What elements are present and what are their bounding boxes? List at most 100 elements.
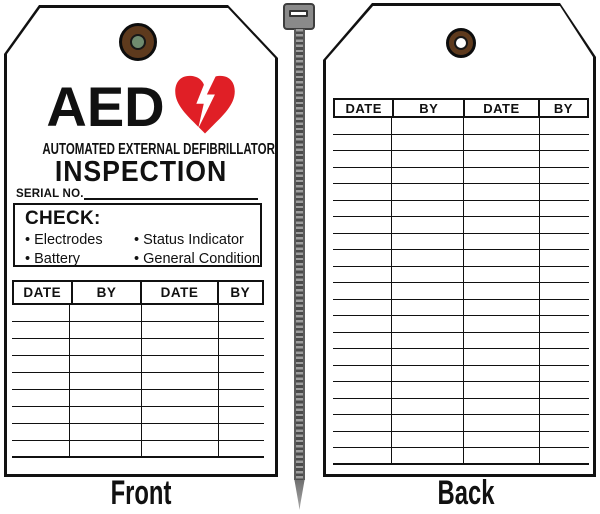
table-cell bbox=[391, 431, 463, 447]
table-cell bbox=[391, 250, 463, 266]
table-cell bbox=[539, 349, 589, 365]
table-cell bbox=[333, 366, 391, 382]
table-cell bbox=[140, 339, 218, 355]
serial-row: SERIAL NO. bbox=[16, 188, 258, 200]
table-cell bbox=[333, 184, 391, 200]
table-cell bbox=[391, 217, 463, 233]
table-cell bbox=[12, 441, 69, 456]
table-cell bbox=[217, 339, 264, 355]
back-caption: Back bbox=[437, 474, 495, 512]
table-cell bbox=[69, 305, 140, 321]
grommet-icon bbox=[446, 28, 476, 58]
table-cell bbox=[12, 424, 69, 440]
table-cell bbox=[391, 299, 463, 315]
table-cell bbox=[391, 118, 463, 134]
table-cell bbox=[333, 448, 391, 463]
table-cell bbox=[217, 441, 264, 456]
table-row bbox=[333, 316, 589, 333]
table-cell bbox=[391, 266, 463, 282]
table-cell bbox=[391, 151, 463, 167]
table-cell bbox=[12, 407, 69, 423]
table-cell bbox=[69, 407, 140, 423]
table-cell bbox=[333, 283, 391, 299]
table-cell bbox=[539, 250, 589, 266]
check-box: CHECK: • Electrodes • Battery • Status In… bbox=[13, 203, 262, 267]
table-row bbox=[333, 349, 589, 366]
check-item: • Battery bbox=[25, 251, 81, 267]
table-cell bbox=[69, 322, 140, 338]
table-cell bbox=[539, 266, 589, 282]
table-cell bbox=[140, 305, 218, 321]
table-row bbox=[333, 266, 589, 283]
table-cell bbox=[391, 349, 463, 365]
column-header-by: BY bbox=[70, 282, 141, 303]
check-column-1: • Electrodes • Battery bbox=[25, 231, 134, 269]
table-cell bbox=[391, 415, 463, 431]
table-cell bbox=[463, 332, 539, 348]
table-cell bbox=[463, 299, 539, 315]
table-row bbox=[333, 217, 589, 234]
column-header-by: BY bbox=[392, 100, 463, 116]
table-cell bbox=[69, 424, 140, 440]
table-cell bbox=[333, 201, 391, 217]
table-cell bbox=[463, 134, 539, 150]
table-cell bbox=[140, 407, 218, 423]
column-header-date: DATE bbox=[345, 100, 382, 116]
table-cell bbox=[333, 399, 391, 415]
table-cell bbox=[463, 349, 539, 365]
back-inspection-table: DATE BY DATE BY bbox=[333, 98, 589, 465]
table-row bbox=[333, 415, 589, 432]
table-row bbox=[333, 332, 589, 349]
table-cell bbox=[12, 305, 69, 321]
table-cell bbox=[140, 322, 218, 338]
table-row bbox=[333, 398, 589, 415]
table-cell bbox=[217, 322, 264, 338]
check-column-2: • Status Indicator • General Condition bbox=[134, 231, 260, 269]
table-cell bbox=[333, 333, 391, 349]
table-cell bbox=[69, 390, 140, 406]
table-cell bbox=[333, 118, 391, 134]
inspection-heading: INSPECTION bbox=[54, 156, 228, 188]
table-cell bbox=[463, 316, 539, 332]
table-cell bbox=[539, 332, 589, 348]
table-cell bbox=[539, 151, 589, 167]
column-header-date: DATE bbox=[463, 100, 538, 116]
table-cell bbox=[391, 184, 463, 200]
table-row bbox=[333, 431, 589, 448]
table-row bbox=[333, 134, 589, 151]
grommet-hole bbox=[130, 34, 146, 50]
table-cell bbox=[333, 267, 391, 283]
column-header-date: DATE bbox=[140, 282, 216, 303]
table-row bbox=[333, 299, 589, 316]
table-row bbox=[12, 339, 264, 356]
grommet-icon bbox=[119, 23, 157, 61]
check-item: • Electrodes bbox=[25, 232, 103, 248]
table-cell bbox=[391, 382, 463, 398]
table-cell bbox=[333, 250, 391, 266]
table-cell bbox=[217, 356, 264, 372]
table-cell bbox=[333, 432, 391, 448]
table-cell bbox=[539, 233, 589, 249]
table-cell bbox=[12, 373, 69, 389]
column-header-date: DATE bbox=[23, 285, 62, 300]
table-row bbox=[12, 305, 264, 322]
table-cell bbox=[391, 365, 463, 381]
table-cell bbox=[333, 151, 391, 167]
table-row bbox=[333, 151, 589, 168]
table-cell bbox=[463, 233, 539, 249]
table-cell bbox=[333, 316, 391, 332]
front-tag: AED AUTOMATED EXTERNAL DEFIBRILLATOR INS… bbox=[4, 5, 278, 477]
cable-tie-tip bbox=[294, 480, 305, 510]
table-cell bbox=[391, 316, 463, 332]
cable-tie-head bbox=[283, 3, 315, 30]
title-row: AED bbox=[4, 69, 278, 145]
table-row bbox=[333, 184, 589, 201]
aed-title: AED bbox=[46, 75, 165, 138]
table-row bbox=[333, 382, 589, 399]
table-cell bbox=[463, 266, 539, 282]
grommet-hole bbox=[454, 36, 468, 50]
table-cell bbox=[391, 332, 463, 348]
table-header-row: DATE BY DATE BY bbox=[12, 280, 264, 305]
back-tag-face bbox=[326, 6, 593, 474]
table-cell bbox=[391, 167, 463, 183]
